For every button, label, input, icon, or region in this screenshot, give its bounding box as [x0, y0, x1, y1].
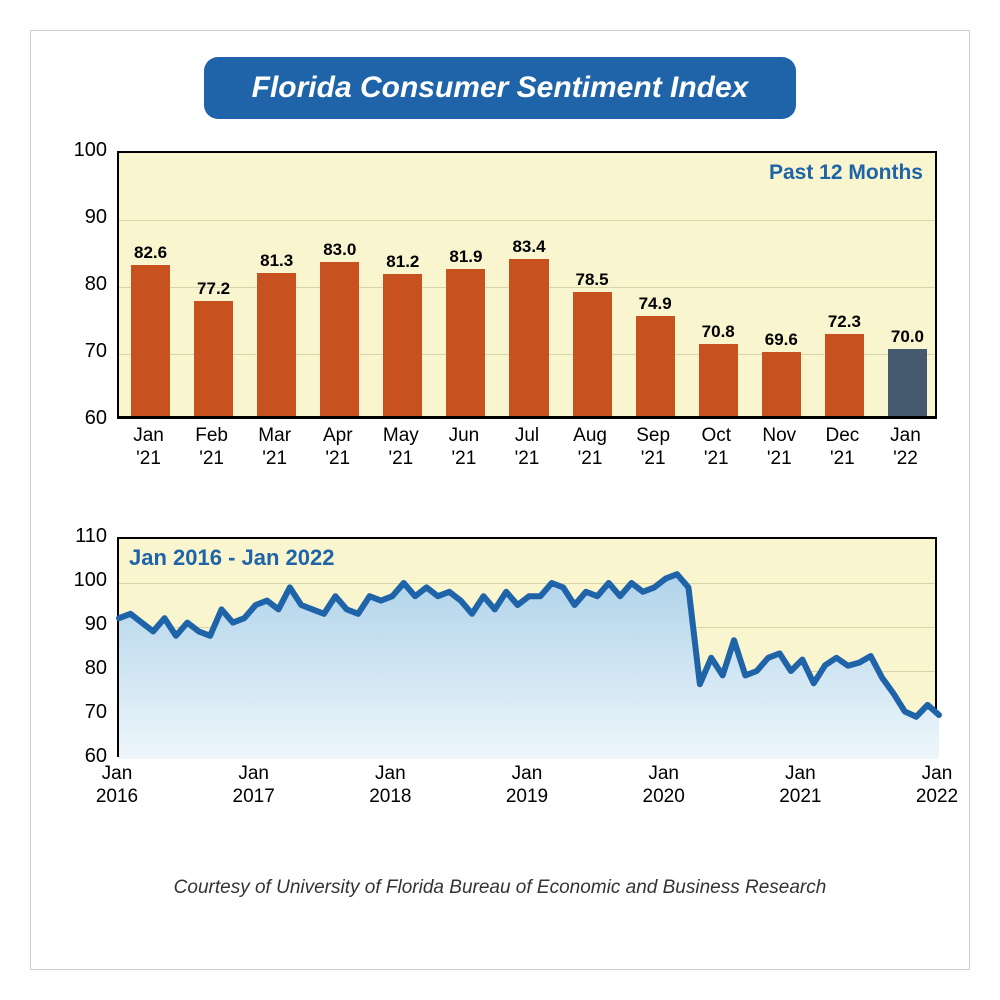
bar: 83.4 [509, 259, 548, 416]
bar-value-label: 69.6 [762, 330, 801, 350]
bar: 78.5 [573, 292, 612, 416]
bar-value-label: 83.0 [320, 240, 359, 260]
bar-xtick-label: Aug'21 [559, 425, 622, 471]
bar: 81.9 [446, 269, 485, 416]
line-xtick-label: Jan2017 [214, 763, 294, 809]
bar-xtick-label: Jun'21 [432, 425, 495, 471]
bar-xtick-label: Nov'21 [748, 425, 811, 471]
bar: 77.2 [194, 301, 233, 416]
bar: 82.6 [131, 265, 170, 416]
bar-ytick-label: 60 [61, 407, 107, 430]
bar: 70.0 [888, 349, 927, 416]
bar-value-label: 81.9 [446, 247, 485, 267]
bar: 81.2 [383, 274, 422, 416]
bar-value-label: 74.9 [636, 294, 675, 314]
bar-subtitle: Past 12 Months [769, 161, 923, 185]
line-chart: Jan 2016 - Jan 202260708090100110Jan2016… [61, 533, 939, 843]
bar-ytick-label: 80 [61, 273, 107, 296]
bar-xtick-label: Sep'21 [622, 425, 685, 471]
bar-ytick-label: 70 [61, 340, 107, 363]
bar-chart: Past 12 Months 82.6 77.2 81.3 83.0 81.2 81.9 83… [61, 133, 939, 493]
bar-value-label: 77.2 [194, 279, 233, 299]
bar-value-label: 82.6 [131, 243, 170, 263]
bar-value-label: 72.3 [825, 312, 864, 332]
bar-xtick-label: Oct'21 [685, 425, 748, 471]
bar-gridline [119, 220, 935, 221]
bar: 81.3 [257, 273, 296, 416]
line-ytick-label: 100 [61, 569, 107, 592]
bar-value-label: 83.4 [509, 237, 548, 257]
bar-xtick-label: Feb'21 [180, 425, 243, 471]
bar-xtick-label: Mar'21 [243, 425, 306, 471]
bar-xtick-label: May'21 [369, 425, 432, 471]
line-xtick-label: Jan2021 [760, 763, 840, 809]
bar-value-label: 81.3 [257, 251, 296, 271]
bar-ytick-label: 100 [61, 139, 107, 162]
bar: 74.9 [636, 316, 675, 416]
line-subtitle: Jan 2016 - Jan 2022 [129, 545, 334, 571]
bar-value-label: 78.5 [573, 270, 612, 290]
bar: 83.0 [320, 262, 359, 416]
bar-value-label: 70.8 [699, 322, 738, 342]
line-ytick-label: 70 [61, 701, 107, 724]
bar: 72.3 [825, 334, 864, 416]
line-ytick-label: 110 [61, 525, 107, 548]
line-series-svg [119, 539, 939, 759]
bar-plot-area: Past 12 Months 82.6 77.2 81.3 83.0 81.2 81.9 83… [117, 151, 937, 419]
bar-xtick-label: Jan'22 [874, 425, 937, 471]
line-xtick-label: Jan2020 [624, 763, 704, 809]
chart-frame: Florida Consumer Sentiment Index Past 12… [30, 30, 970, 970]
bar-ytick-label: 90 [61, 206, 107, 229]
bar-xtick-label: Jul'21 [495, 425, 558, 471]
bar: 69.6 [762, 352, 801, 416]
bar: 70.8 [699, 344, 738, 416]
line-ytick-label: 80 [61, 657, 107, 680]
line-ytick-label: 90 [61, 613, 107, 636]
bar-xtick-label: Dec'21 [811, 425, 874, 471]
line-xtick-label: Jan2016 [77, 763, 157, 809]
footer-credit: Courtesy of University of Florida Bureau… [61, 877, 939, 899]
line-xtick-label: Jan2018 [350, 763, 430, 809]
page-title: Florida Consumer Sentiment Index [204, 57, 797, 119]
bar-xtick-label: Apr'21 [306, 425, 369, 471]
bar-value-label: 81.2 [383, 252, 422, 272]
line-xtick-label: Jan2019 [487, 763, 567, 809]
line-plot-area: Jan 2016 - Jan 2022 [117, 537, 937, 757]
area-fill [119, 574, 939, 759]
page-container: Florida Consumer Sentiment Index Past 12… [0, 0, 1000, 1000]
bar-value-label: 70.0 [888, 327, 927, 347]
bar-xtick-label: Jan'21 [117, 425, 180, 471]
line-xtick-label: Jan2022 [897, 763, 977, 809]
